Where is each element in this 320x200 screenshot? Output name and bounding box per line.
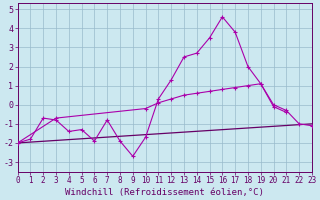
X-axis label: Windchill (Refroidissement éolien,°C): Windchill (Refroidissement éolien,°C) xyxy=(65,188,264,197)
